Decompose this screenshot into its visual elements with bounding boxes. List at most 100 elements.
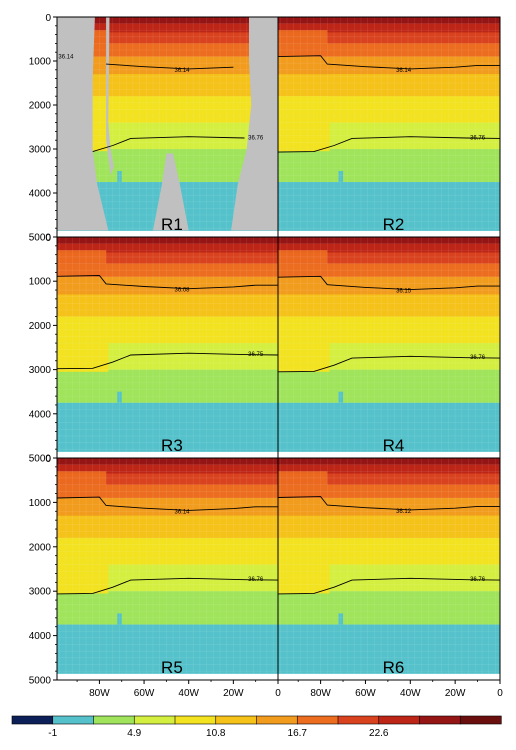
- field-band: [57, 464, 278, 475]
- colorbar-label: -1: [48, 728, 57, 739]
- field-patch: [57, 471, 107, 498]
- field-band: [278, 32, 500, 44]
- field-band: [278, 458, 500, 466]
- x-tick-label: 40W: [178, 688, 199, 699]
- field-band: [57, 537, 278, 566]
- y-tick-label: 4000: [29, 631, 52, 642]
- field-band: [278, 624, 500, 674]
- contour-label: 36.76: [470, 577, 486, 583]
- contour-label: 36.12: [396, 509, 412, 515]
- y-tick-label: 1000: [29, 57, 52, 68]
- field-band: [57, 316, 278, 344]
- field-patch: [338, 171, 344, 182]
- field-band: [57, 497, 278, 517]
- field-band: [57, 276, 278, 295]
- contour-line: [278, 577, 500, 595]
- colorbar-swatch: [459, 715, 502, 725]
- panel-label: R1: [161, 215, 183, 234]
- y-tick-label: 0: [45, 13, 51, 24]
- y-tick-label: 0: [45, 454, 51, 465]
- field-patch: [278, 471, 328, 498]
- field-band: [278, 17, 500, 25]
- field-band: [278, 497, 500, 517]
- axes-group: 0100020003000400050000100020003000400050…: [29, 13, 503, 699]
- x-tick-label: 0: [497, 688, 503, 699]
- contour-label: 36.76: [248, 577, 264, 583]
- contour-line: [278, 355, 500, 373]
- field-patch: [278, 343, 330, 372]
- colorbar-label: 4.9: [127, 728, 141, 739]
- panel-r4: 36.15 36.76 R4: [277, 236, 501, 459]
- field-band: [57, 369, 278, 388]
- y-tick-label: 3000: [29, 145, 52, 156]
- field-band: [278, 387, 500, 404]
- field-band: [278, 369, 500, 388]
- field-band: [278, 23, 500, 33]
- field-band: [57, 252, 278, 265]
- y-tick-label: 5000: [29, 676, 52, 687]
- field-patch: [117, 391, 122, 403]
- field-patch: [57, 564, 109, 594]
- field-band: [57, 96, 278, 124]
- panel-r1: 36.14 36.76 36.14 R1: [56, 16, 279, 238]
- panel-label: R3: [161, 436, 183, 455]
- y-tick-label: 3000: [29, 365, 52, 376]
- field-patch: [278, 30, 328, 57]
- colorbar-swatch: [52, 715, 95, 725]
- field-patch: [108, 294, 278, 317]
- x-tick-label: 60W: [134, 688, 155, 699]
- contour-line: [278, 55, 500, 70]
- contour-line: [278, 136, 500, 153]
- y-tick-label: 2000: [29, 101, 52, 112]
- panel-label: R4: [383, 436, 405, 455]
- y-tick-label: 2000: [29, 542, 52, 553]
- field-patch: [57, 250, 107, 277]
- field-band: [57, 56, 278, 75]
- field-patch: [117, 613, 122, 625]
- y-tick-label: 4000: [29, 409, 52, 420]
- contour-line: [57, 275, 278, 290]
- land-mask: [153, 153, 189, 231]
- y-tick-label: 1000: [29, 277, 52, 288]
- field-band: [278, 166, 500, 183]
- land-mask: [106, 17, 114, 176]
- field-patch: [338, 613, 344, 625]
- field-band: [278, 56, 500, 75]
- colorbar-swatch: [296, 715, 339, 725]
- contour-line: [92, 136, 245, 153]
- colorbar-label: 10.8: [206, 728, 226, 739]
- field-band: [278, 263, 500, 278]
- field-patch: [278, 250, 328, 277]
- x-tick-label: 20W: [223, 688, 244, 699]
- contour-label: 36.75: [248, 352, 264, 358]
- field-band: [57, 237, 278, 245]
- contour-label: 36.14: [175, 509, 191, 515]
- contour-label: 36.76: [470, 355, 486, 361]
- colorbar-swatch: [215, 715, 258, 725]
- field-band: [278, 149, 500, 168]
- x-tick-label: 0: [275, 688, 281, 699]
- field-band: [57, 43, 278, 58]
- colorbar-swatch: [256, 715, 298, 725]
- field-band: [278, 182, 500, 231]
- x-tick-label: 60W: [355, 688, 376, 699]
- colorbar-label: 16.7: [288, 728, 308, 739]
- field-band: [57, 263, 278, 278]
- field-band: [278, 96, 500, 124]
- field-band: [278, 591, 500, 610]
- land-mask: [57, 17, 109, 231]
- field-patch: [329, 294, 500, 317]
- x-tick-label: 40W: [400, 688, 421, 699]
- contour-label: 36.15: [396, 288, 412, 294]
- field-patch: [108, 74, 278, 97]
- panels-group: 36.14 36.76 36.14 R1 36.14 36.76 R2 36.08 36.75 R…: [56, 16, 501, 681]
- colorbar-swatch: [378, 715, 421, 725]
- field-band: [57, 387, 278, 404]
- y-tick-label: 4000: [29, 189, 52, 200]
- field-band: [278, 316, 500, 344]
- contour-label: 36.76: [248, 136, 264, 142]
- field-band: [57, 473, 278, 486]
- field-patch: [57, 343, 109, 372]
- field-band: [278, 252, 500, 265]
- panel-r3: 36.08 36.75 R3: [56, 236, 279, 459]
